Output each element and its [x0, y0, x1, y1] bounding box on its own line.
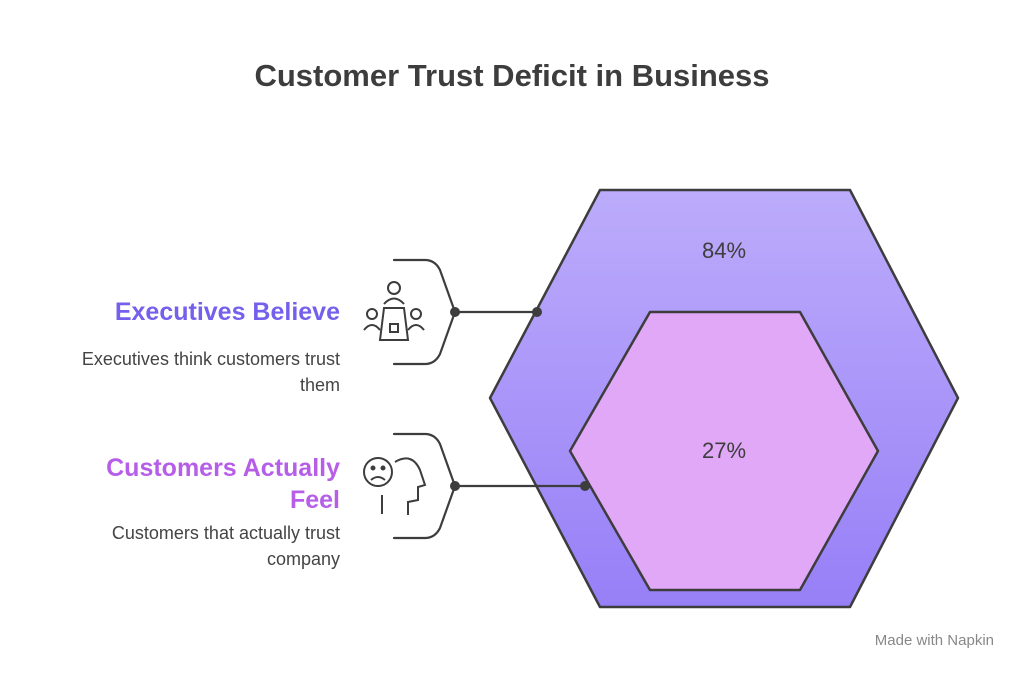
- item-label: Executives Believe: [114, 298, 340, 326]
- title: Customer Trust Deficit in Business: [254, 58, 770, 93]
- footer: Made with Napkin: [874, 632, 994, 649]
- item-label: Customers Actually Feel: [106, 454, 340, 514]
- description-text: Customers that actually trust company: [111, 523, 340, 569]
- description-text: Executives think customers trust them: [81, 349, 340, 395]
- sad-face-icon: [363, 457, 427, 515]
- item-description: Executives think customers trust them: [40, 346, 340, 398]
- meeting-icon: [363, 281, 425, 341]
- inner-hexagon: [568, 310, 880, 592]
- value-label: 84%: [701, 238, 747, 263]
- connector-dots: [450, 307, 590, 491]
- item-description: Customers that actually trust company: [40, 520, 340, 572]
- value-label: 27%: [701, 438, 747, 463]
